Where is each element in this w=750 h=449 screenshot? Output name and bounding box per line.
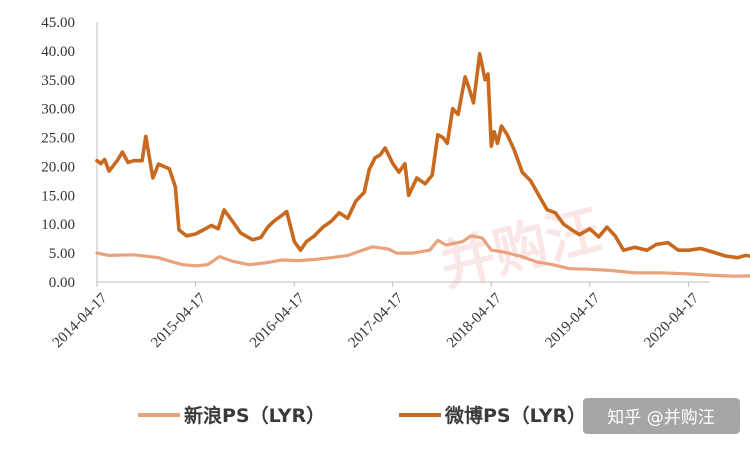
y-tick-label: 30.00: [41, 102, 75, 118]
y-axis-ticks: 0.00 5.00 10.00 15.00 20.00 25.00 30.00 35.00 40…: [41, 15, 75, 291]
y-tick-label: 5.00: [49, 246, 75, 262]
x-tick-label: 2018-04-17: [444, 290, 505, 351]
x-axis-ticks: 2014-04-17 2015-04-17 2016-04-17 2017-04-17…: [50, 282, 702, 351]
y-tick-label: 40.00: [41, 44, 75, 60]
series-line-sina: [95, 234, 750, 278]
y-tick-label: 45.00: [41, 15, 75, 31]
series-line-weibo: [95, 52, 750, 260]
y-tick-label: 15.00: [41, 188, 75, 204]
series-lines: [95, 52, 750, 278]
legend-label-weibo: 微博PS（LYR）: [444, 404, 586, 427]
credit-overlay: 知乎 @并购汪: [583, 398, 740, 434]
x-tick-label: 2015-04-17: [148, 290, 209, 351]
y-tick-label: 35.00: [41, 73, 75, 89]
y-tick-label: 0.00: [49, 275, 75, 291]
credit-background: [583, 398, 740, 434]
y-tick-label: 25.00: [41, 131, 75, 147]
x-tick-label: 2017-04-17: [346, 290, 407, 351]
y-tick-label: 20.00: [41, 159, 75, 175]
y-tick-label: 10.00: [41, 217, 75, 233]
x-tick-label: 2016-04-17: [247, 290, 308, 351]
legend-label-sina: 新浪PS（LYR）: [184, 404, 325, 427]
plot-area: [96, 22, 710, 283]
credit-text: 知乎 @并购汪: [607, 408, 714, 428]
x-tick-label: 2020-04-17: [641, 290, 702, 351]
x-tick-label: 2019-04-17: [543, 290, 604, 351]
x-tick-label: 2014-04-17: [50, 290, 111, 351]
legend: 新浪PS（LYR） 微博PS（LYR）: [138, 404, 586, 427]
watermark: 并购汪: [434, 198, 606, 298]
watermark-text: 并购汪: [434, 198, 606, 298]
